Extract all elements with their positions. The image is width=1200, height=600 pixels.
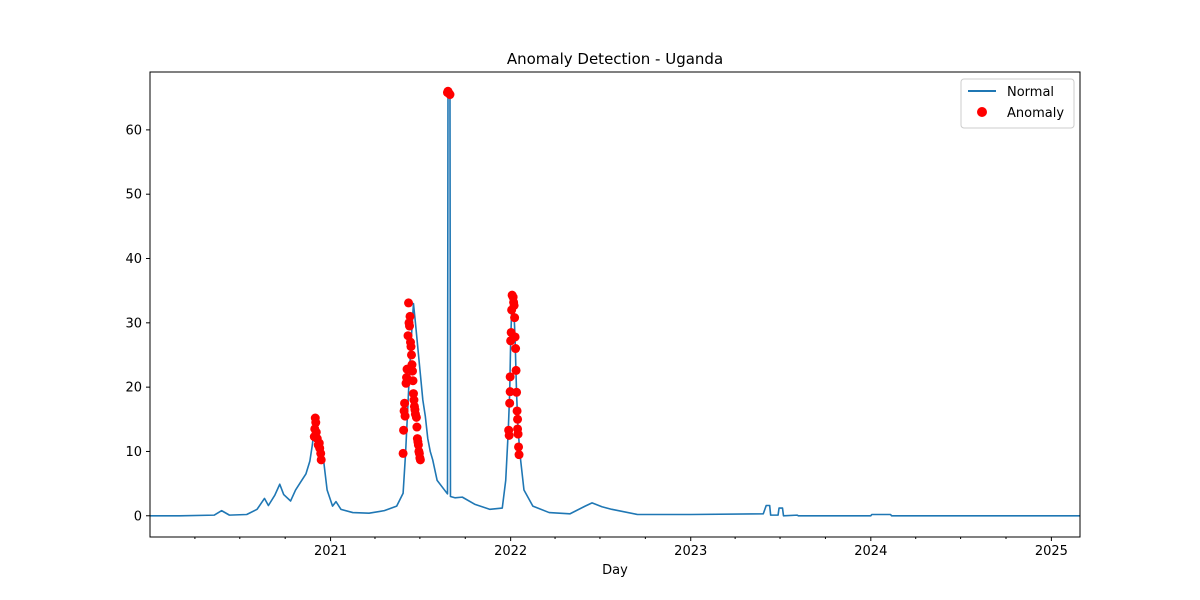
anomaly-point: [510, 332, 520, 342]
anomaly-point: [400, 411, 410, 421]
anomaly-point: [413, 440, 423, 450]
plot-frame: [149, 71, 1081, 538]
anomaly-point: [400, 398, 410, 408]
anomaly-point: [510, 313, 520, 323]
anomaly-point: [505, 398, 515, 408]
y-tick-label: 60: [125, 123, 142, 138]
anomaly-point: [415, 455, 425, 465]
anomaly-point: [316, 448, 326, 458]
anomaly-point: [316, 455, 326, 465]
anomaly-point: [445, 90, 455, 100]
x-axis: 2021 2022 2023 2024 2025: [194, 537, 1068, 559]
x-tick-label: 2025: [1035, 544, 1068, 559]
anomaly-point: [406, 350, 416, 360]
anomaly-point: [408, 389, 418, 399]
anomaly-point: [407, 360, 417, 370]
legend-anomaly-swatch: [977, 107, 987, 117]
anomaly-point: [505, 372, 515, 382]
anomaly-point: [405, 321, 415, 331]
anomaly-point: [514, 442, 524, 452]
x-tick-label: 2023: [674, 544, 707, 559]
y-tick-label: 0: [134, 509, 142, 524]
y-tick-label: 10: [125, 445, 142, 460]
chart-title: Anomaly Detection - Uganda: [507, 50, 723, 68]
anomaly-point: [514, 450, 524, 460]
anomaly-point: [409, 395, 419, 405]
y-axis: 0 10 20 30 40 50 60: [125, 123, 150, 524]
y-tick-label: 20: [125, 381, 142, 396]
y-tick-label: 50: [125, 188, 142, 203]
anomaly-point: [406, 342, 416, 352]
y-tick-label: 40: [125, 252, 142, 267]
anomaly-point: [511, 365, 521, 375]
x-tick-label: 2021: [314, 544, 347, 559]
legend-normal-label: Normal: [1007, 85, 1054, 100]
anomaly-point: [311, 418, 321, 428]
anomaly-point: [513, 429, 523, 439]
normal-series-line: [150, 91, 1080, 517]
anomaly-point: [512, 387, 522, 397]
anomaly-point: [398, 448, 408, 458]
anomaly-point: [512, 406, 522, 416]
x-axis-label: Day: [602, 563, 628, 578]
anomaly-point: [399, 425, 409, 435]
legend-anomaly-label: Anomaly: [1007, 106, 1064, 121]
anomaly-point: [404, 298, 414, 308]
anomaly-point: [407, 366, 417, 376]
anomaly-point: [513, 414, 523, 424]
x-tick-label: 2024: [854, 544, 887, 559]
legend: Normal Anomaly: [960, 78, 1075, 129]
y-tick-label: 30: [125, 316, 142, 331]
anomaly-point: [509, 300, 519, 310]
x-tick-label: 2022: [494, 544, 527, 559]
anomaly-point: [408, 376, 418, 386]
anomaly-point: [405, 311, 415, 321]
anomaly-point: [511, 344, 521, 354]
anomaly-point: [411, 412, 421, 422]
plot-area: [150, 86, 1080, 517]
anomaly-point: [504, 430, 514, 440]
anomaly-point: [412, 422, 422, 432]
